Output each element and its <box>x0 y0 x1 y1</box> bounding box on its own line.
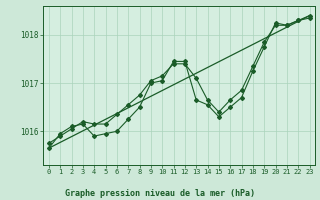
Text: Graphe pression niveau de la mer (hPa): Graphe pression niveau de la mer (hPa) <box>65 189 255 198</box>
